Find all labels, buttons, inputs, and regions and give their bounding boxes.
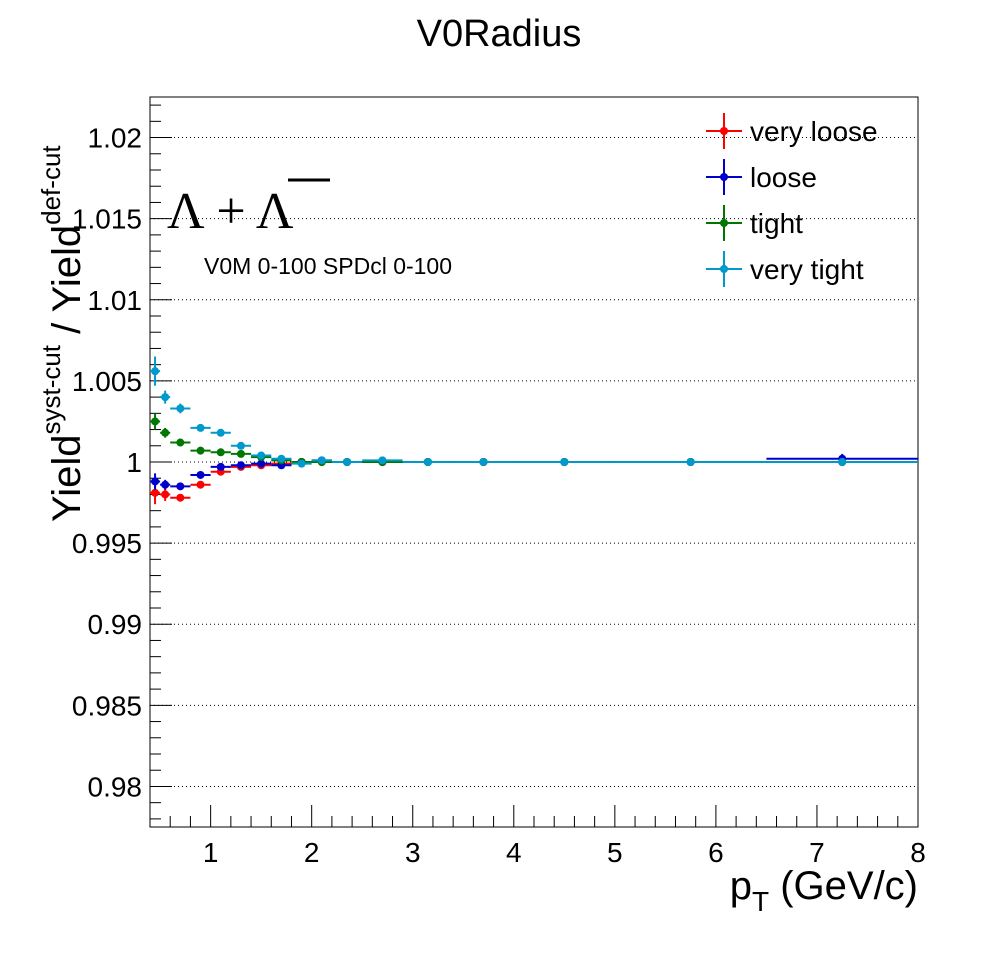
- series-very-tight: [150, 356, 918, 468]
- data-point: [838, 458, 847, 466]
- data-point: [257, 459, 266, 468]
- data-point: [196, 470, 205, 479]
- legend-marker: [720, 265, 728, 273]
- data-point: [317, 456, 326, 465]
- data-point: [236, 449, 245, 458]
- data-point: [161, 480, 170, 489]
- data-point: [176, 438, 185, 447]
- data-point: [277, 454, 286, 463]
- series-very-loose: [150, 458, 918, 505]
- x-tick-label: 2: [304, 837, 320, 868]
- legend-marker: [720, 173, 728, 181]
- data-point: [343, 458, 352, 466]
- x-tick-label: 8: [910, 837, 926, 868]
- x-tick-label: 7: [809, 837, 825, 868]
- data-point: [176, 482, 185, 491]
- data-point: [176, 404, 185, 413]
- legend: very loose loose tight very tight: [706, 113, 878, 287]
- y-tick-label: 1.02: [88, 123, 143, 154]
- y-axis-label: Yieldsyst-cut / Yielddef-cut: [36, 145, 89, 522]
- x-axis-label: pT (GeV/c): [730, 864, 918, 917]
- data-point: [151, 417, 160, 426]
- data-point: [236, 441, 245, 450]
- data-point: [297, 459, 306, 468]
- anti-lambda-symbol: Λ: [256, 183, 294, 240]
- data-point: [423, 458, 432, 466]
- legend-label: very tight: [750, 254, 864, 285]
- x-axis: 1 2 3 4 5 6 7 8: [149, 805, 926, 868]
- data-point: [479, 458, 488, 466]
- chart-title: V0Radius: [417, 13, 582, 55]
- data-point: [196, 480, 205, 489]
- x-tick-label: 1: [203, 837, 219, 868]
- data-point: [378, 456, 387, 465]
- data-point: [161, 490, 170, 499]
- data-series: [150, 356, 918, 505]
- y-tick-label: 1.015: [72, 204, 142, 235]
- y-tick-label: 0.985: [72, 690, 142, 721]
- data-point: [216, 448, 225, 457]
- y-tick-label: 0.98: [88, 771, 143, 802]
- y-tick-label: 0.995: [72, 528, 142, 559]
- x-tick-label: 3: [405, 837, 421, 868]
- legend-entry: loose: [706, 159, 817, 195]
- y-tick-label: 0.99: [88, 609, 143, 640]
- y-tick-label: 1: [126, 447, 142, 478]
- x-tick-label: 4: [506, 837, 522, 868]
- y-tick-label: 1.01: [88, 285, 143, 316]
- legend-label: tight: [750, 208, 803, 239]
- y-label-superscript-a: syst-cut: [36, 344, 66, 434]
- data-point: [161, 393, 170, 402]
- data-point: [161, 428, 170, 437]
- x-tick-label: 5: [607, 837, 623, 868]
- x-tick-label: 6: [708, 837, 724, 868]
- data-point: [196, 423, 205, 432]
- data-point: [257, 451, 266, 460]
- y-tick-label: 1.005: [72, 366, 142, 397]
- data-point: [686, 458, 695, 466]
- legend-entry: very loose: [706, 113, 878, 149]
- legend-label: very loose: [750, 116, 878, 147]
- particle-annotation: Λ + Λ: [167, 183, 294, 240]
- data-point: [151, 477, 160, 486]
- data-point: [151, 488, 160, 497]
- legend-marker: [720, 127, 728, 135]
- legend-label: loose: [750, 162, 817, 193]
- y-axis: 0.98 0.985 0.99 0.995 1 1.005 1.01 1.015 1.02: [72, 104, 172, 820]
- data-point: [196, 446, 205, 455]
- legend-entry: tight: [706, 205, 803, 241]
- data-point: [236, 461, 245, 470]
- data-point: [560, 458, 569, 466]
- data-point: [176, 493, 185, 502]
- legend-marker: [720, 219, 728, 227]
- centrality-annotation: V0M 0-100 SPDcl 0-100: [204, 253, 452, 279]
- series-loose: [150, 453, 918, 491]
- x-label-subscript: T: [752, 886, 769, 917]
- y-label-superscript-b: def-cut: [36, 145, 66, 225]
- data-point: [151, 367, 160, 376]
- legend-entry: very tight: [706, 251, 864, 287]
- data-point: [216, 462, 225, 471]
- data-point: [216, 428, 225, 437]
